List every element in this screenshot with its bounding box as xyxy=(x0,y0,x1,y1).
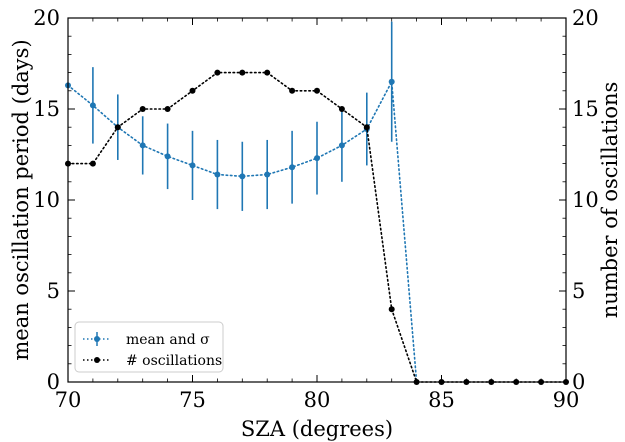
data-point xyxy=(89,160,96,167)
legend-box xyxy=(74,321,224,373)
legend-label-mean: mean and σ xyxy=(126,332,210,348)
data-point xyxy=(164,106,171,112)
x-tick-label: 80 xyxy=(304,388,331,412)
legend-swatch-marker-mean xyxy=(94,336,100,342)
data-point xyxy=(314,155,320,162)
data-point xyxy=(289,164,296,171)
series-0 xyxy=(65,21,418,383)
data-point xyxy=(363,124,370,131)
data-point xyxy=(139,142,146,149)
x-tick-label: 90 xyxy=(553,388,580,412)
data-point xyxy=(388,78,395,85)
y-left-tick-label: 10 xyxy=(33,188,60,212)
legend: mean and σ # oscillations xyxy=(74,321,224,373)
data-point xyxy=(214,69,221,76)
legend-label-oscillations: # oscillations xyxy=(126,353,222,369)
y-right-tick-label: 20 xyxy=(572,6,599,30)
series-line xyxy=(67,78,418,383)
y-axis-left-label: mean oscillation period (days) xyxy=(9,39,33,360)
data-point xyxy=(289,87,296,94)
x-axis-label: SZA (degrees) xyxy=(241,417,393,441)
data-point xyxy=(314,87,320,94)
data-point xyxy=(338,106,345,112)
data-point xyxy=(89,102,96,109)
data-point xyxy=(388,306,395,313)
data-point xyxy=(114,124,121,131)
y-left-tick-label: 0 xyxy=(47,370,60,394)
legend-swatch-marker-oscillations xyxy=(94,357,100,363)
data-point xyxy=(239,69,246,76)
legend-entry-mean: mean and σ xyxy=(83,332,210,348)
y-right-tick-label: 5 xyxy=(572,279,585,303)
legend-entry-oscillations: # oscillations xyxy=(83,353,222,369)
x-tick-label: 85 xyxy=(428,388,455,412)
y-left-tick-label: 5 xyxy=(47,279,60,303)
data-point xyxy=(164,153,171,160)
y-left-tick-label: 20 xyxy=(33,6,60,30)
data-point xyxy=(189,87,196,94)
y-left-tick-label: 15 xyxy=(33,97,60,121)
y-right-tick-label: 10 xyxy=(572,188,599,212)
data-point xyxy=(139,106,146,112)
x-tick-label: 70 xyxy=(55,388,82,412)
y-right-tick-label: 15 xyxy=(572,97,599,121)
x-tick-label: 75 xyxy=(179,388,206,412)
data-point xyxy=(189,162,196,169)
data-point xyxy=(264,69,271,76)
y-right-tick-label: 0 xyxy=(572,370,585,394)
data-point xyxy=(264,171,271,178)
data-point xyxy=(214,171,221,178)
data-point xyxy=(239,173,246,180)
data-point xyxy=(338,142,345,149)
y-axis-right-label: number of oscillations xyxy=(598,82,622,319)
